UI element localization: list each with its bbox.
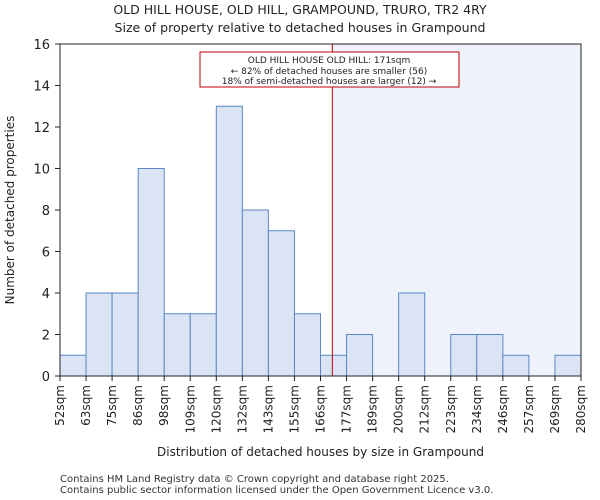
- chart-subtitle: Size of property relative to detached ho…: [114, 20, 486, 35]
- histogram-bar: [476, 334, 504, 377]
- x-tick-label: 280sqm: [574, 385, 588, 433]
- x-tick-label: 212sqm: [418, 385, 432, 433]
- y-tick-label: 10: [33, 163, 50, 178]
- histogram-bar: [346, 334, 374, 377]
- annotation-box: [199, 51, 460, 88]
- x-tick-label: 234sqm: [470, 385, 484, 433]
- annotation-line-1: OLD HILL HOUSE OLD HILL: 171sqm: [248, 56, 410, 66]
- y-axis-label: Number of detached properties: [3, 116, 17, 305]
- histogram-bar: [267, 230, 295, 377]
- x-tick-label: 257sqm: [522, 385, 536, 433]
- y-tick-label: 16: [33, 38, 50, 53]
- x-tick-label: 166sqm: [314, 385, 328, 433]
- histogram-bar: [189, 313, 217, 377]
- footer-licence: Contains public sector information licen…: [60, 485, 494, 496]
- y-tick-label: 8: [42, 204, 50, 219]
- histogram-bar: [215, 105, 243, 377]
- bars-group: [59, 105, 582, 377]
- y-tick-label: 12: [33, 121, 50, 136]
- chart-title: OLD HILL HOUSE, OLD HILL, GRAMPOUND, TRU…: [113, 2, 487, 17]
- histogram-bar: [59, 354, 87, 377]
- x-tick-label: 132sqm: [235, 385, 249, 433]
- x-tick-label: 200sqm: [392, 385, 406, 433]
- histogram-bar: [450, 334, 478, 377]
- y-tick-label: 2: [42, 329, 50, 344]
- histogram-bar: [163, 313, 191, 377]
- x-tick-label: 223sqm: [444, 385, 458, 433]
- x-tick-label: 143sqm: [261, 385, 275, 433]
- annotation-line-3: 18% of semi-detached houses are larger (…: [222, 77, 437, 87]
- x-tick-label: 155sqm: [287, 385, 301, 433]
- histogram-bar: [502, 354, 530, 377]
- x-tick-label: 120sqm: [209, 385, 223, 433]
- histogram-bar: [293, 313, 322, 377]
- annotation-line-2: ← 82% of detached houses are smaller (56…: [231, 67, 428, 77]
- x-tick-label: 52sqm: [53, 385, 67, 426]
- x-tick-label: 246sqm: [496, 385, 510, 433]
- x-tick-label: 109sqm: [183, 385, 197, 433]
- histogram-bar: [85, 292, 113, 377]
- x-tick-label: 189sqm: [366, 385, 380, 433]
- histogram-bar: [320, 354, 348, 377]
- histogram-bar: [554, 354, 582, 377]
- x-tick-label: 269sqm: [548, 385, 562, 433]
- x-tick-label: 86sqm: [131, 385, 145, 426]
- x-tick-label: 98sqm: [157, 385, 171, 426]
- y-tick-label: 14: [33, 80, 50, 95]
- y-tick-label: 4: [42, 287, 50, 302]
- histogram-bar: [241, 209, 269, 377]
- y-tick-label: 0: [42, 370, 50, 385]
- x-axis-label: Distribution of detached houses by size …: [157, 445, 484, 459]
- x-tick-label: 177sqm: [340, 385, 354, 433]
- larger-region-highlight: [332, 44, 581, 376]
- x-tick-label: 63sqm: [79, 385, 93, 426]
- y-tick-label: 6: [42, 246, 50, 261]
- histogram-bar: [111, 292, 139, 377]
- histogram-bar: [137, 168, 165, 377]
- axes-group: 0 2 4 6 8 10 12 14 16 52sqm 63sqm 75sqm 86sqm 98sqm 10…: [33, 38, 588, 433]
- histogram-bar: [398, 292, 426, 377]
- footer-copyright: Contains HM Land Registry data © Crown c…: [60, 474, 449, 485]
- x-tick-label: 75sqm: [105, 385, 119, 426]
